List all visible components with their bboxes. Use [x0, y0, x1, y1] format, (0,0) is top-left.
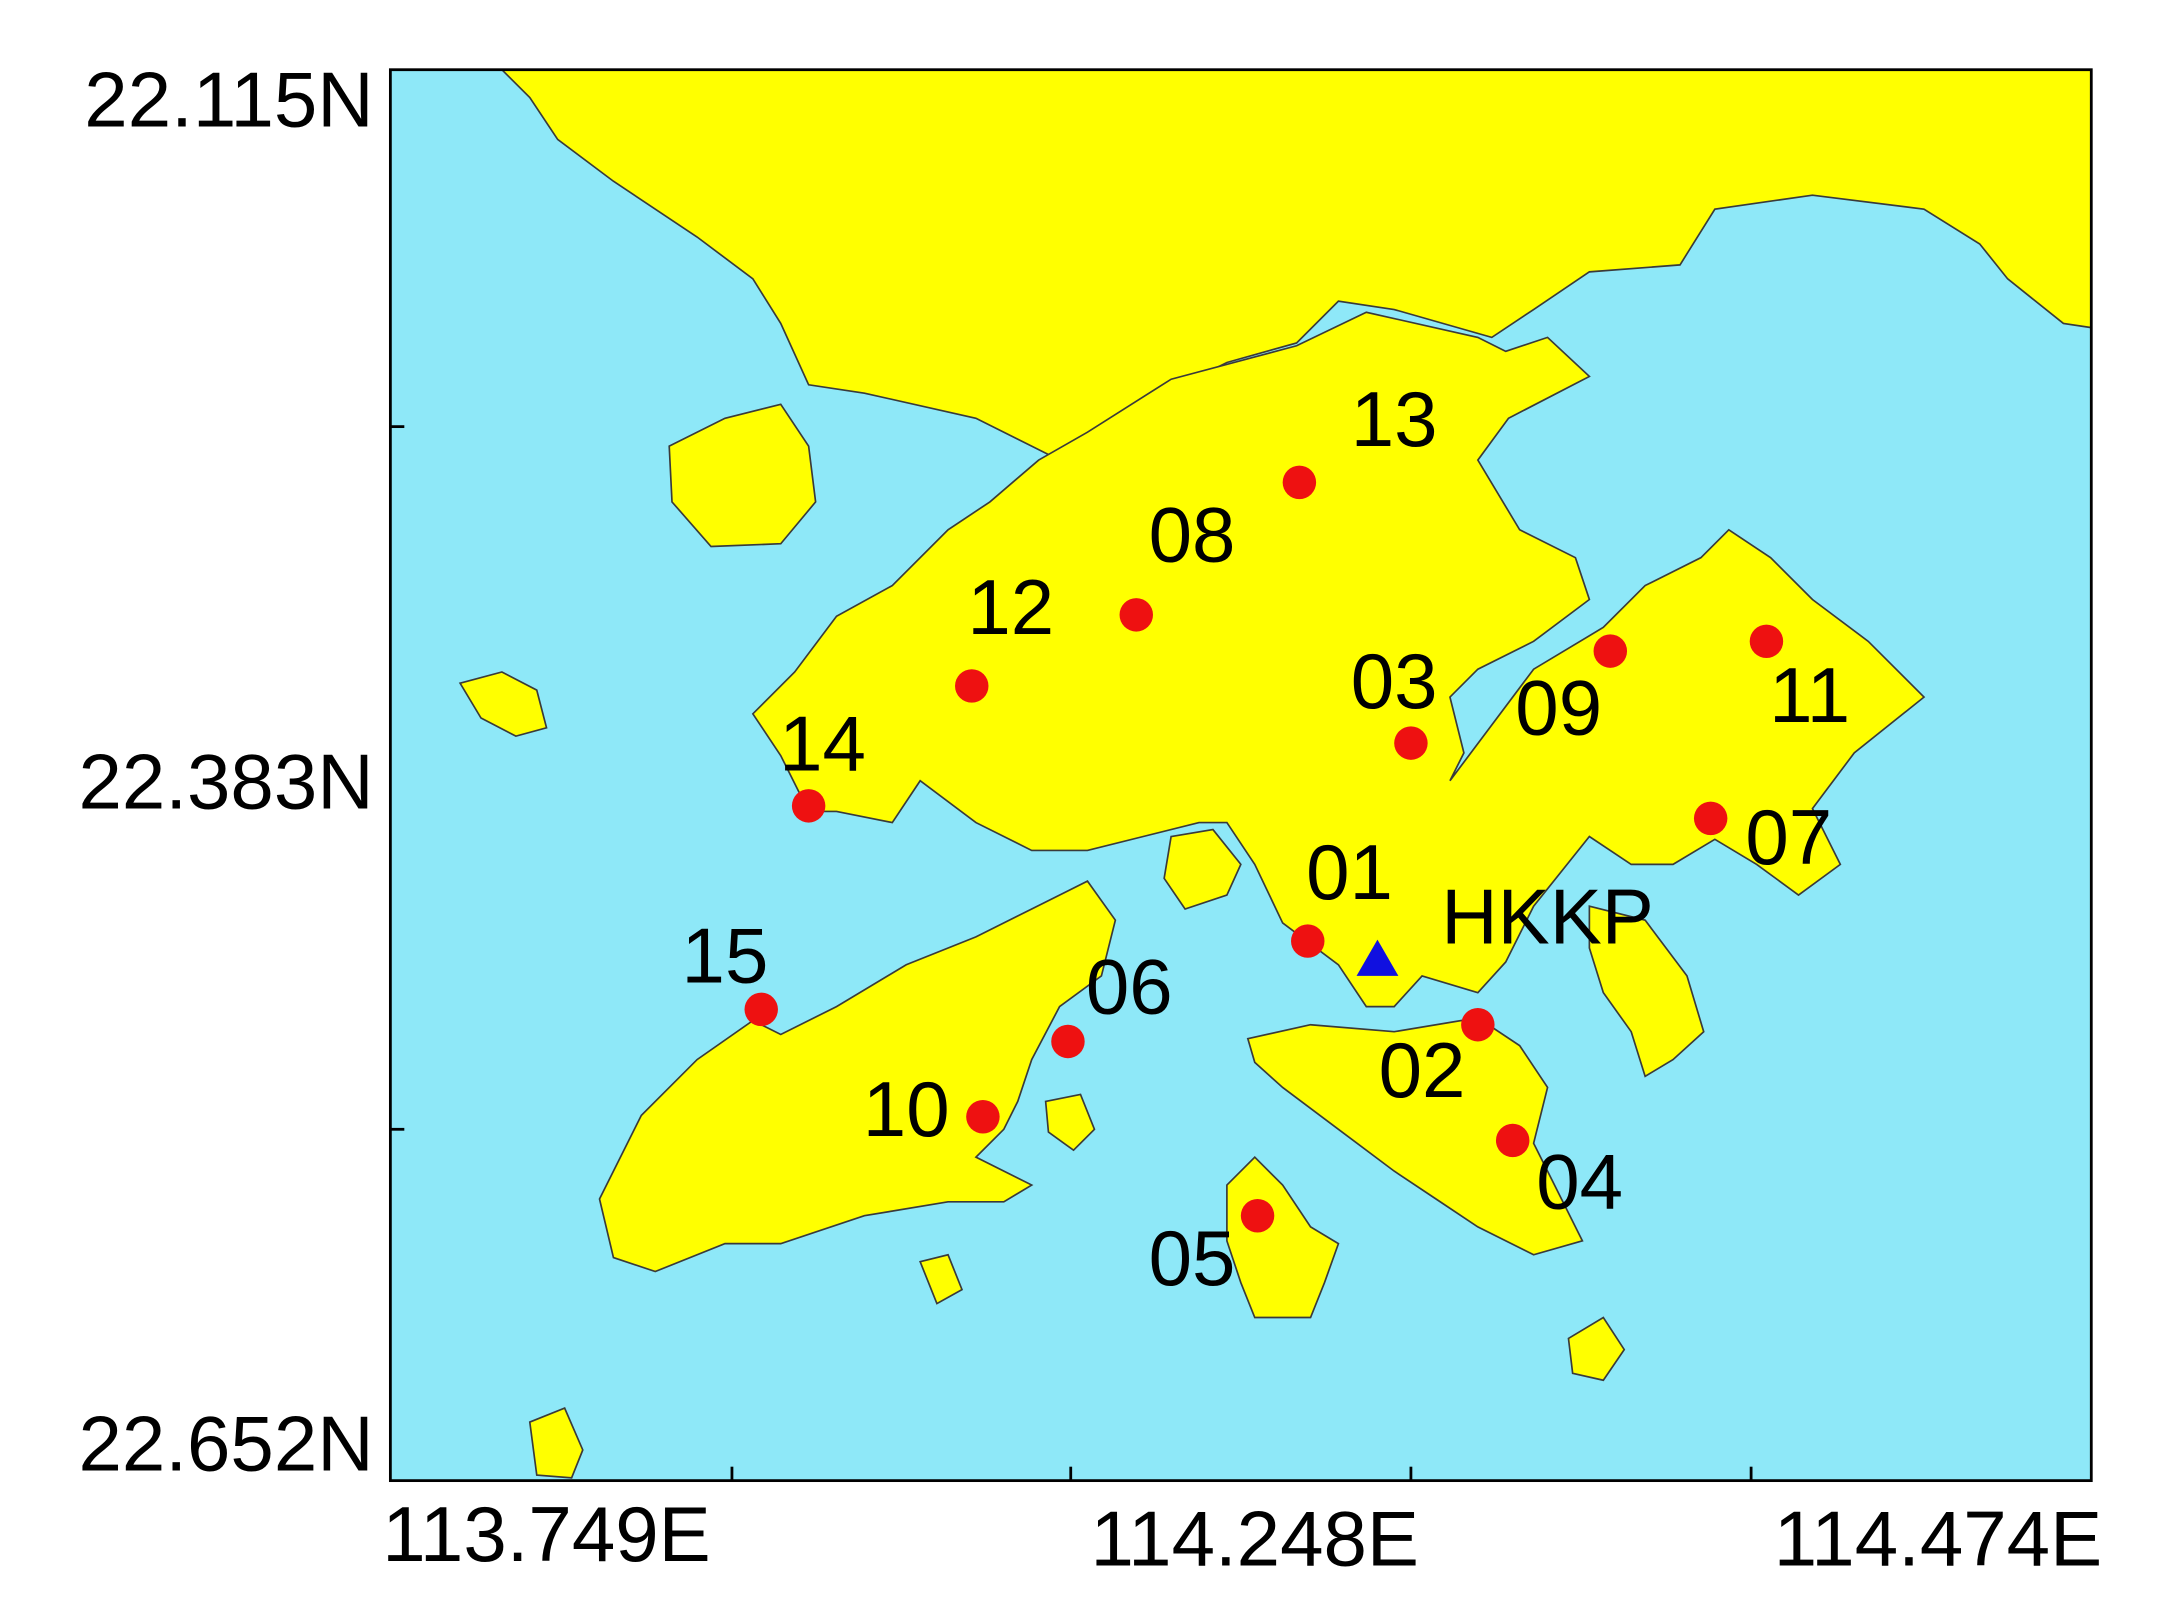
western-island [458, 671, 548, 738]
lamma-island [1226, 1155, 1340, 1319]
station-marker [791, 789, 826, 823]
y-axis-label: 22.383N [79, 737, 374, 825]
station-label: 04 [1536, 1137, 1623, 1225]
stations: 01 02 03 04 05 06 07 08 09 10 11 12 13 14 15 [682, 375, 1851, 1302]
land-layer [458, 68, 2093, 1479]
station-label: 13 [1351, 375, 1438, 463]
station-label: 03 [1351, 637, 1438, 725]
tsing-yi [1163, 828, 1242, 911]
station-label: 09 [1515, 663, 1602, 751]
hong-kong-island [1246, 1016, 1584, 1256]
station-label: 10 [863, 1065, 950, 1153]
reference-marker [1356, 939, 1399, 976]
shekou-peninsula [668, 403, 817, 548]
station-marker [1051, 1024, 1085, 1059]
map-frame [388, 68, 2093, 1483]
clear-water-bay [1588, 905, 1705, 1078]
station-marker [955, 669, 989, 703]
new-territories [751, 311, 1926, 1008]
station-marker [1282, 465, 1317, 500]
x-axis-label: 113.749E [382, 1490, 710, 1578]
station-marker [1119, 598, 1153, 632]
station-label: 14 [779, 700, 866, 788]
station-marker [1749, 624, 1784, 659]
station-label: 07 [1745, 793, 1832, 881]
cheung-chau [919, 1253, 964, 1305]
station-marker [1693, 801, 1728, 836]
tung-lung [1567, 1316, 1626, 1382]
x-axis-label: 114.474E [1774, 1494, 2102, 1582]
station-label: 06 [1086, 942, 1173, 1030]
station-marker [1394, 726, 1428, 760]
y-axis-label: 22.652N [79, 1400, 374, 1488]
station-label: 05 [1149, 1214, 1236, 1302]
station-marker [1495, 1123, 1530, 1158]
station-marker [966, 1100, 1000, 1134]
station-label: 08 [1149, 491, 1236, 579]
y-axis-label: 22.115N [84, 56, 373, 144]
station-marker [1291, 924, 1325, 958]
frame-ticks [390, 425, 1753, 1481]
station-label: 12 [967, 563, 1054, 651]
reference-label: HKKP [1441, 873, 1654, 961]
station-label: 15 [682, 912, 769, 1000]
lantau-island [598, 880, 1117, 1273]
station-marker [1461, 1007, 1495, 1042]
south-lantau-islet [528, 1407, 584, 1479]
peng-chau [1044, 1093, 1096, 1152]
station-label: 01 [1306, 828, 1393, 916]
station-marker [1240, 1199, 1275, 1233]
station-marker [1593, 634, 1628, 668]
mainland-north [499, 68, 2093, 462]
x-axis-label: 114.248E [1091, 1494, 1419, 1582]
station-label: 02 [1379, 1026, 1466, 1114]
station-label: 11 [1769, 651, 1850, 739]
station-marker [744, 992, 778, 1027]
